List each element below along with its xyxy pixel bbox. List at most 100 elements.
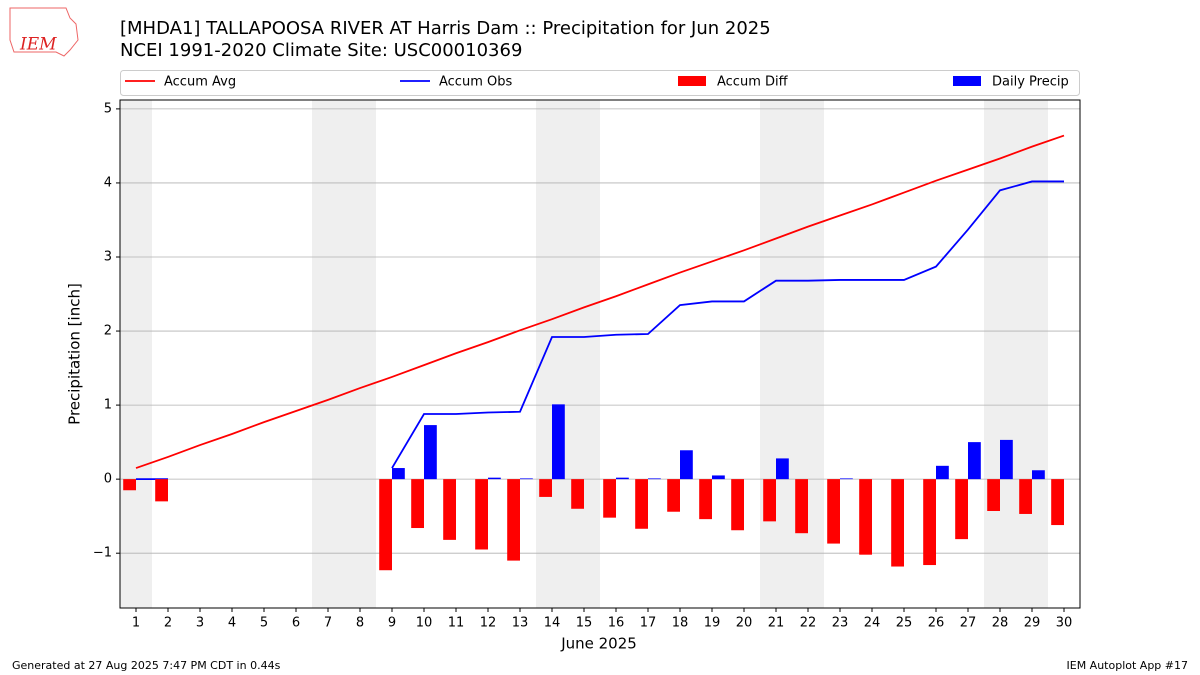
bar [155,479,168,502]
bar [667,479,680,512]
bar [424,425,437,480]
bar [539,479,552,497]
weekend-band [984,100,1048,608]
bar [923,479,936,566]
x-tick-label: 18 [672,616,689,631]
bar [379,479,392,571]
bar [859,479,872,555]
logo-text: IEM [19,35,57,55]
bar [635,479,648,529]
bar [776,458,789,480]
bar [1019,479,1032,514]
legend-label: Accum Diff [717,75,789,90]
legend-swatch [953,76,981,86]
bar [699,479,712,520]
line [135,134,1065,469]
bar [1051,479,1064,526]
y-tick-label: −1 [93,546,112,561]
bar [392,468,405,480]
x-tick-label: 19 [704,616,721,631]
weekend-band [536,100,600,608]
weekend-band [760,100,824,608]
y-tick-label: 5 [104,101,112,116]
x-tick-label: 25 [896,616,913,631]
logo: IEM [9,7,79,57]
x-tick-label: 8 [356,616,364,631]
bar [123,479,136,491]
x-tick-label: 11 [448,616,465,631]
x-tick-label: 12 [480,616,497,631]
bar [955,479,968,540]
chart-title: [MHDA1] TALLAPOOSA RIVER AT Harris Dam :… [120,18,771,39]
plot-frame [119,99,1081,609]
footer-right: IEM Autoplot App #17 [1067,659,1189,672]
bar [968,442,981,480]
bar [411,479,424,529]
chart-subtitle: NCEI 1991-2020 Climate Site: USC00010369 [120,40,522,61]
bar [603,479,616,518]
bar [443,479,456,540]
x-tick-label: 15 [576,616,593,631]
x-tick-label: 21 [768,616,785,631]
bar [731,479,744,531]
x-tick-label: 14 [544,616,561,631]
y-tick-label: 2 [104,324,112,339]
footer-left: Generated at 27 Aug 2025 7:47 PM CDT in … [12,659,281,672]
legend-box [120,70,1080,96]
bar [1032,470,1045,480]
x-tick-label: 17 [640,616,657,631]
x-tick-label: 7 [324,616,332,631]
bar [1000,439,1013,480]
bar [840,478,853,480]
x-tick-label: 2 [164,616,172,631]
bar [475,479,488,550]
bar [891,479,904,567]
bar [552,404,565,480]
y-tick-label: 3 [104,249,112,264]
bar [507,479,520,561]
logo-outline [9,7,79,57]
legend-label: Daily Precip [992,75,1069,90]
x-tick-label: 30 [1056,616,1073,631]
x-tick-label: 27 [960,616,977,631]
weekend-band [312,100,376,608]
bar [680,450,693,480]
y-tick-label: 4 [104,175,112,190]
legend-label: Accum Obs [439,75,512,90]
x-tick-label: 13 [512,616,529,631]
x-tick-label: 5 [260,616,268,631]
x-tick-label: 24 [864,616,881,631]
bar [648,478,661,480]
y-tick-label: 0 [104,472,112,487]
y-axis-label: Precipitation [inch] [66,283,84,425]
bar [616,477,629,480]
bar [520,478,533,480]
x-tick-label: 28 [992,616,1009,631]
x-axis-label: June 2025 [560,635,637,653]
bar [936,465,949,480]
bar [488,477,501,480]
x-tick-label: 26 [928,616,945,631]
bar [987,479,1000,511]
x-tick-label: 6 [292,616,300,631]
x-tick-label: 4 [228,616,236,631]
y-tick-label: 1 [104,398,112,413]
x-tick-label: 9 [388,616,396,631]
bar [827,479,840,544]
bar [763,479,776,522]
weekend-shading [120,100,1048,608]
legend-label: Accum Avg [164,75,236,90]
bar [795,479,808,534]
bar [712,475,725,480]
x-tick-label: 22 [800,616,817,631]
x-tick-label: 16 [608,616,625,631]
bar [571,479,584,509]
x-tick-label: 20 [736,616,753,631]
x-tick-label: 29 [1024,616,1041,631]
x-tick-label: 10 [416,616,433,631]
legend-swatch [678,76,706,86]
weekend-band [120,100,152,608]
x-tick-label: 1 [132,616,140,631]
x-tick-label: 3 [196,616,204,631]
